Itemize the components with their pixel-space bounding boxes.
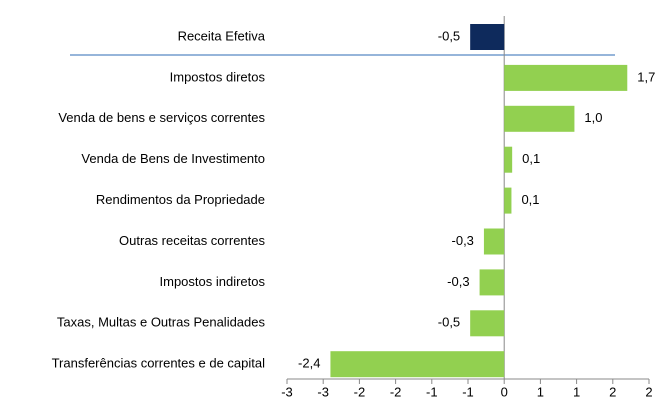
category-label: Venda de bens e serviços correntes [58,110,265,125]
x-tick-label: -1 [426,384,438,399]
x-tick-label: 1 [573,384,580,399]
value-label: -2,4 [298,356,320,371]
x-tick-label: -3 [317,384,329,399]
bar [470,310,505,337]
bar [504,187,512,214]
value-label: 0,1 [522,151,540,166]
bar [330,351,505,378]
value-label: -0,5 [438,28,460,43]
bar [504,64,628,91]
x-tick-label: -1 [462,384,474,399]
x-tick-label: 1 [537,384,544,399]
category-label: Venda de Bens de Investimento [81,151,265,166]
x-tick-label: -2 [354,384,366,399]
category-label: Impostos diretos [170,69,266,84]
bar [483,228,505,255]
value-label: 0,1 [521,192,539,207]
bar [470,24,505,50]
x-tick-label: -3 [281,384,293,399]
x-tick-label: 2 [645,384,652,399]
category-label: Receita Efetiva [178,28,266,43]
category-label: Impostos indiretos [160,274,266,289]
x-tick-label: -2 [390,384,402,399]
bar [504,146,513,173]
category-label: Taxas, Multas e Outras Penalidades [57,315,266,330]
value-label: 1,0 [584,110,602,125]
bar [504,105,575,132]
bar [479,269,505,296]
category-label: Outras receitas correntes [119,233,265,248]
value-label: -0,3 [447,274,469,289]
category-label: Rendimentos da Propriedade [96,192,265,207]
value-label: 1,7 [637,69,655,84]
category-label: Transferências correntes e de capital [52,356,266,371]
x-tick-label: 0 [501,384,508,399]
value-label: -0,5 [438,315,460,330]
x-tick-label: 2 [609,384,616,399]
value-label: -0,3 [452,233,474,248]
